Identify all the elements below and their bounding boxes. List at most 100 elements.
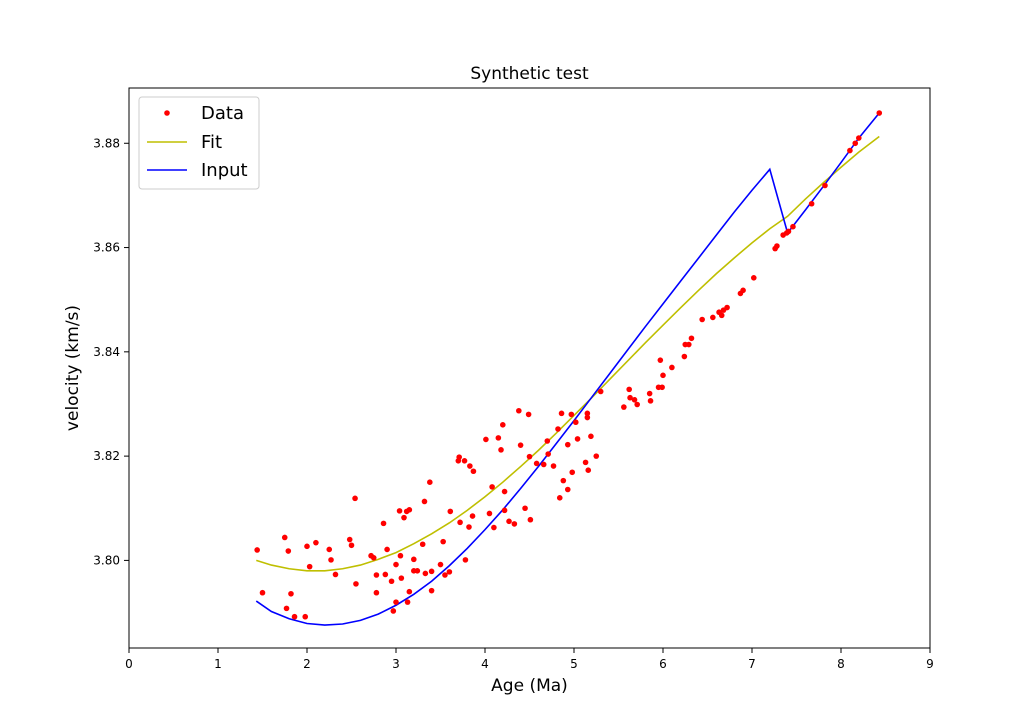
data-point	[437, 561, 444, 568]
data-point	[584, 414, 591, 421]
x-tick-label: 7	[748, 657, 756, 671]
y-axis-label: velocity (km/s)	[63, 305, 83, 431]
data-point	[427, 479, 433, 485]
x-tick-label: 9	[926, 657, 934, 671]
data-point	[302, 613, 309, 620]
data-point	[466, 524, 472, 530]
data-point	[569, 469, 576, 476]
data-point	[498, 447, 504, 453]
data-point	[634, 401, 640, 408]
data-point	[564, 486, 571, 493]
data-point	[724, 304, 730, 311]
x-tick-label: 2	[303, 657, 311, 671]
data-point	[699, 316, 705, 323]
y-axis: 3.80 3.82 3.84 3.86 3.88	[93, 136, 129, 567]
data-point	[647, 398, 654, 404]
data-point	[550, 463, 557, 469]
y-tick-label: 3.82	[93, 449, 120, 463]
data-point	[774, 243, 780, 249]
data-point	[564, 441, 571, 448]
data-point	[740, 287, 746, 294]
legend-label: Data	[201, 103, 244, 124]
legend-label: Fit	[201, 132, 222, 153]
data-point	[495, 435, 502, 441]
data-point	[388, 578, 395, 585]
y-tick-label: 3.84	[93, 345, 120, 359]
data-point	[462, 557, 469, 563]
data-point	[259, 589, 266, 596]
legend: Data Fit Input	[138, 96, 260, 190]
data-point	[467, 463, 473, 469]
data-point	[588, 433, 594, 440]
data-point	[501, 507, 508, 514]
data-point	[517, 442, 524, 448]
series-line-fit	[256, 135, 880, 572]
data-point	[396, 508, 403, 514]
y-tick-label: 3.86	[93, 241, 120, 255]
data-point	[660, 372, 666, 379]
data-point	[856, 135, 862, 141]
data-point	[469, 513, 476, 519]
data-point	[419, 541, 426, 548]
series-lines	[255, 112, 880, 626]
data-point	[688, 335, 695, 342]
legend-label: Input	[201, 160, 248, 181]
data-point	[401, 514, 407, 521]
data-point	[348, 542, 355, 549]
data-point	[584, 410, 591, 417]
data-point	[516, 407, 522, 414]
data-point	[404, 599, 411, 605]
data-point	[501, 488, 508, 495]
data-point	[621, 404, 627, 410]
data-point	[574, 436, 581, 442]
data-point	[346, 536, 353, 543]
x-tick-label: 4	[481, 657, 489, 671]
data-point	[669, 364, 675, 371]
y-tick-label: 3.80	[93, 553, 120, 567]
data-point	[555, 426, 561, 432]
x-tick-label: 0	[125, 657, 133, 671]
data-point	[393, 599, 399, 605]
data-point	[582, 459, 589, 466]
x-tick-label: 8	[837, 657, 845, 671]
data-point	[281, 534, 288, 541]
data-point	[313, 539, 319, 546]
data-point	[428, 587, 435, 594]
data-point	[422, 570, 429, 577]
data-point	[686, 341, 692, 348]
data-point	[382, 571, 389, 578]
data-point	[626, 386, 632, 393]
data-point	[489, 484, 495, 490]
data-point	[540, 461, 547, 468]
data-point	[304, 543, 310, 550]
data-point	[876, 110, 883, 116]
data-point	[411, 556, 417, 563]
data-point	[486, 510, 493, 517]
data-point	[785, 228, 792, 235]
data-point	[556, 495, 563, 501]
data-point	[506, 518, 512, 525]
data-point	[442, 572, 448, 578]
data-point	[750, 275, 757, 281]
data-point	[657, 357, 664, 363]
x-tick-label: 5	[570, 657, 578, 671]
x-axis: 0 1 2 3 4 5 6 7 8 9	[125, 648, 934, 671]
data-point	[593, 453, 600, 459]
data-point	[398, 575, 405, 581]
data-point	[631, 397, 638, 403]
data-point	[560, 477, 567, 484]
data-point	[414, 568, 421, 574]
data-point	[847, 147, 853, 154]
data-point	[545, 451, 551, 457]
series-points	[254, 110, 883, 620]
data-point	[568, 411, 575, 418]
data-point	[390, 608, 397, 614]
data-point	[511, 521, 518, 527]
data-point	[852, 140, 859, 147]
data-point	[808, 200, 815, 207]
data-point	[393, 561, 399, 568]
data-point	[380, 520, 387, 527]
data-point	[544, 438, 551, 444]
data-point	[440, 538, 446, 545]
